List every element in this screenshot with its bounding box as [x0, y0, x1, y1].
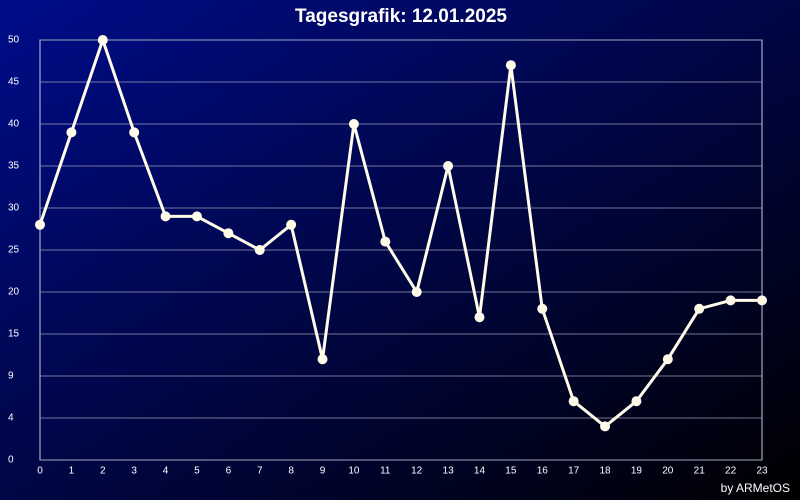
x-tick-label: 20	[662, 466, 674, 477]
credit: by ARMetOS	[721, 481, 790, 495]
point	[66, 127, 77, 138]
chart-title: Tagesgrafik: 12.01.2025	[295, 6, 507, 27]
point	[191, 211, 202, 222]
point	[568, 396, 579, 407]
x-tick-label: 2	[100, 466, 106, 477]
point	[694, 303, 705, 314]
point	[600, 421, 611, 432]
point	[223, 228, 234, 239]
point	[254, 245, 265, 255]
x-tick-label: 23	[756, 466, 768, 477]
y-tick-label: 9	[8, 371, 14, 382]
point	[662, 354, 673, 365]
x-tick-label: 5	[194, 466, 200, 477]
point	[631, 396, 642, 407]
x-tick-label: 13	[443, 466, 455, 477]
y-tick-label: 50	[8, 35, 20, 46]
x-tick-label: 17	[568, 466, 580, 477]
x-tick-label: 9	[320, 466, 326, 477]
point	[129, 127, 140, 138]
point	[348, 119, 359, 129]
y-tick-label: 30	[8, 203, 20, 214]
x-tick-label: 8	[288, 466, 294, 477]
y-tick-label: 25	[8, 245, 20, 256]
point	[286, 219, 297, 230]
point	[505, 60, 516, 71]
point	[317, 354, 328, 365]
y-tick-label: 45	[8, 77, 20, 88]
x-tick-label: 16	[537, 466, 549, 477]
x-tick-label: 10	[348, 466, 360, 477]
y-tick-label: 35	[8, 161, 20, 172]
point	[725, 295, 736, 306]
point	[411, 287, 422, 297]
x-tick-label: 15	[505, 466, 517, 477]
x-tick-label: 0	[37, 466, 43, 477]
x-tick-label: 4	[163, 466, 169, 477]
point	[97, 35, 108, 45]
x-tick-label: 1	[69, 466, 75, 477]
x-tick-label: 3	[131, 466, 137, 477]
y-tick-label: 20	[8, 287, 20, 298]
point	[443, 161, 454, 171]
x-tick-label: 6	[226, 466, 232, 477]
x-tick-label: 18	[599, 466, 611, 477]
y-tick-label: 40	[8, 119, 20, 130]
point	[380, 236, 391, 247]
point	[35, 219, 45, 230]
x-tick-label: 7	[257, 466, 263, 477]
y-tick-label: 4	[8, 413, 14, 424]
y-tick-label: 0	[8, 455, 14, 466]
point	[160, 211, 171, 222]
point	[474, 312, 485, 323]
x-tick-label: 19	[631, 466, 643, 477]
line	[38, 38, 762, 428]
x-tick-label: 21	[694, 466, 706, 477]
x-tick-label: 22	[725, 466, 737, 477]
y-tick-label: 15	[8, 329, 20, 340]
x-tick-label: 11	[380, 466, 391, 477]
x-tick-label: 14	[474, 466, 486, 477]
point	[757, 295, 767, 306]
x-tick-label: 12	[411, 466, 423, 477]
point	[537, 303, 548, 314]
